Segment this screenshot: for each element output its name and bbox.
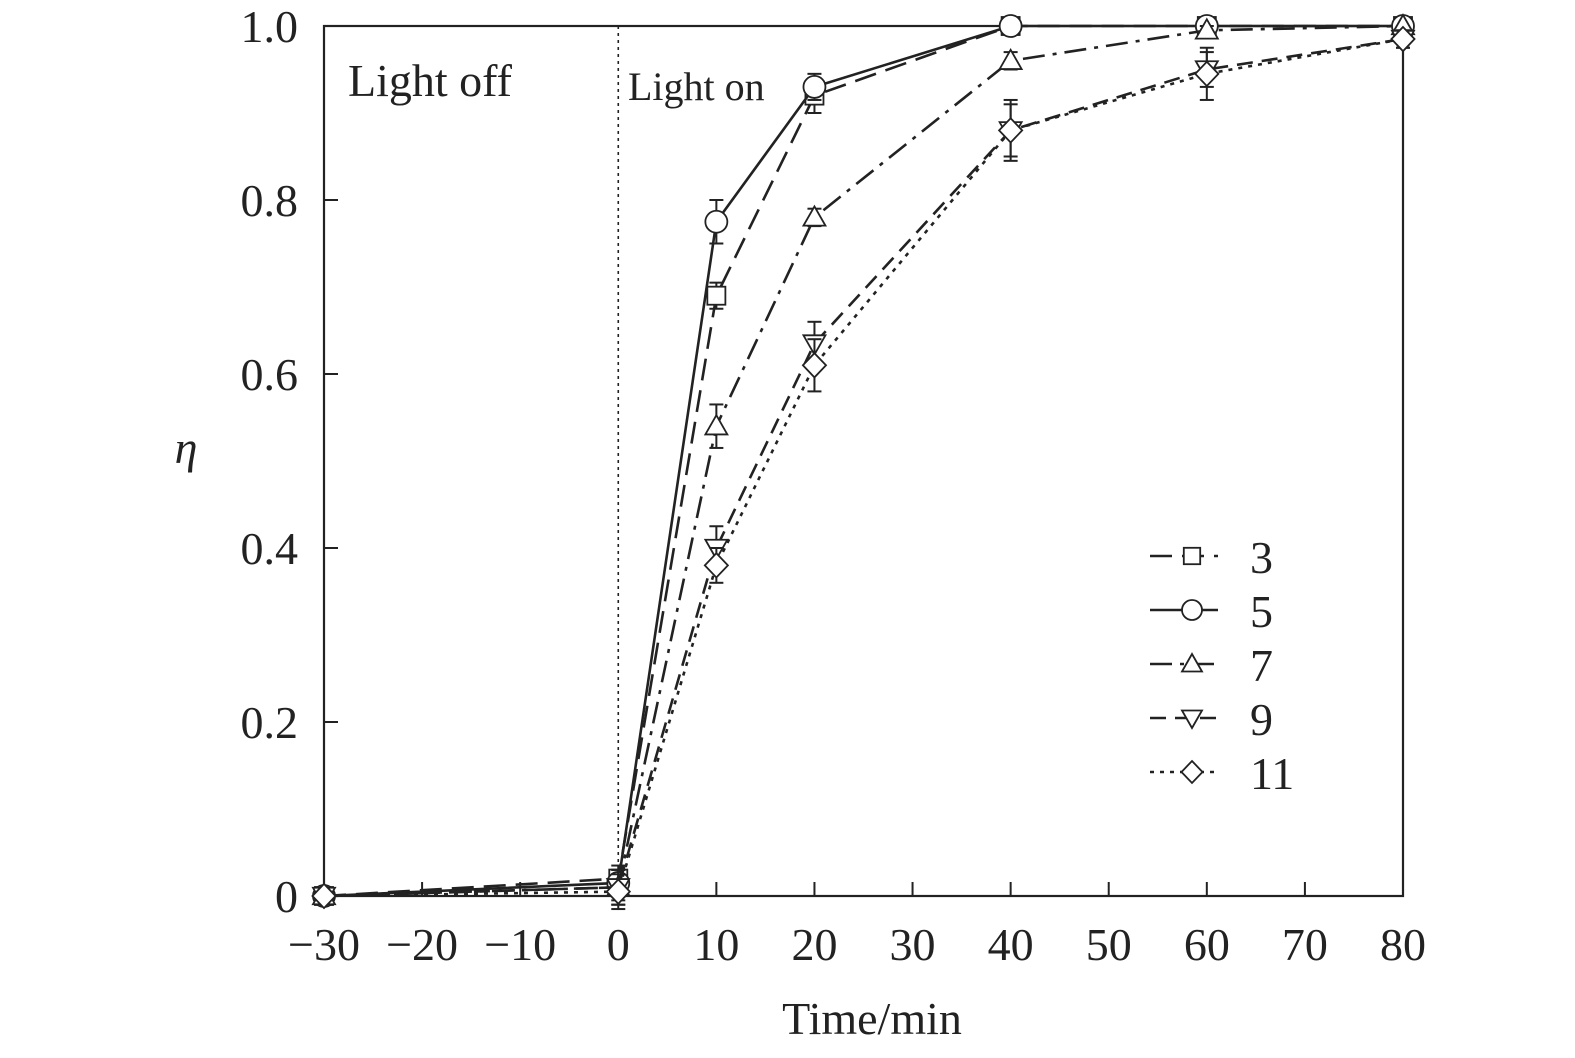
x-tick-label: 30 [890,919,936,970]
series-11 [311,25,1416,911]
y-tick-label: 0.6 [241,349,299,400]
legend-marker-7 [1180,652,1204,673]
legend-label-9: 9 [1250,694,1273,745]
series-7 [311,13,1416,906]
data-point-5 [802,75,827,99]
data-point-11 [311,882,337,910]
data-point-11 [1194,60,1220,88]
y-tick-label: 0 [275,871,298,922]
y-tick-label: 0.4 [241,523,299,574]
data-point-7 [998,47,1024,70]
plot-frame [322,24,1405,898]
y-tick-label: 0.8 [241,175,299,226]
x-tick-label: 50 [1086,919,1132,970]
x-tick-label: 0 [607,919,630,970]
x-tick-label: 70 [1282,919,1328,970]
y-tick-label: 0.2 [241,697,299,748]
data-point-5 [704,209,729,234]
x-tick-label: 20 [791,919,837,970]
data-point-7 [703,413,729,436]
x-tick-label: 40 [988,919,1034,970]
legend-marker-3 [1182,546,1202,566]
series-line-9 [323,37,1404,898]
legend-item-7: 7 [1150,640,1273,691]
data-point-7 [1194,17,1220,40]
x-axis-title: Time/min [782,993,962,1044]
series-3 [314,16,1413,906]
legend-item-11: 11 [1150,748,1294,799]
x-tick-label: 80 [1380,919,1426,970]
light-off-annotation: Light off [348,55,513,106]
data-point-3 [706,285,727,306]
x-tick-label: 10 [693,919,739,970]
data-point-11 [703,551,730,579]
legend-item-5: 5 [1150,586,1273,637]
legend-label-11: 11 [1250,748,1294,799]
series-line-3 [323,24,1403,898]
series-line-7 [323,24,1404,898]
data-point-11 [801,351,828,379]
data-point-7 [801,204,828,227]
data-point-11 [997,116,1024,144]
light-on-annotation: Light on [628,64,765,109]
legend-marker-11 [1180,759,1204,785]
x-tick-label: −30 [288,919,360,970]
series-9 [311,29,1416,909]
series-5 [312,14,1415,908]
y-axis-title: η [175,422,198,473]
legend-item-3: 3 [1150,532,1273,583]
data-point-11 [605,878,632,906]
legend-item-9: 9 [1150,694,1273,745]
legend-marker-9 [1180,709,1204,730]
legend-marker-5 [1181,599,1203,621]
legend-label-5: 5 [1250,586,1273,637]
data-point-5 [998,14,1023,38]
series-line-11 [323,37,1404,898]
y-tick-label: 1.0 [241,1,299,52]
data-point-11 [1390,25,1416,53]
legend-label-7: 7 [1250,640,1273,691]
legend-label-3: 3 [1250,532,1273,583]
x-tick-label: −20 [386,919,458,970]
series-line-5 [323,24,1403,898]
x-tick-label: −10 [484,919,556,970]
x-tick-label: 60 [1184,919,1230,970]
